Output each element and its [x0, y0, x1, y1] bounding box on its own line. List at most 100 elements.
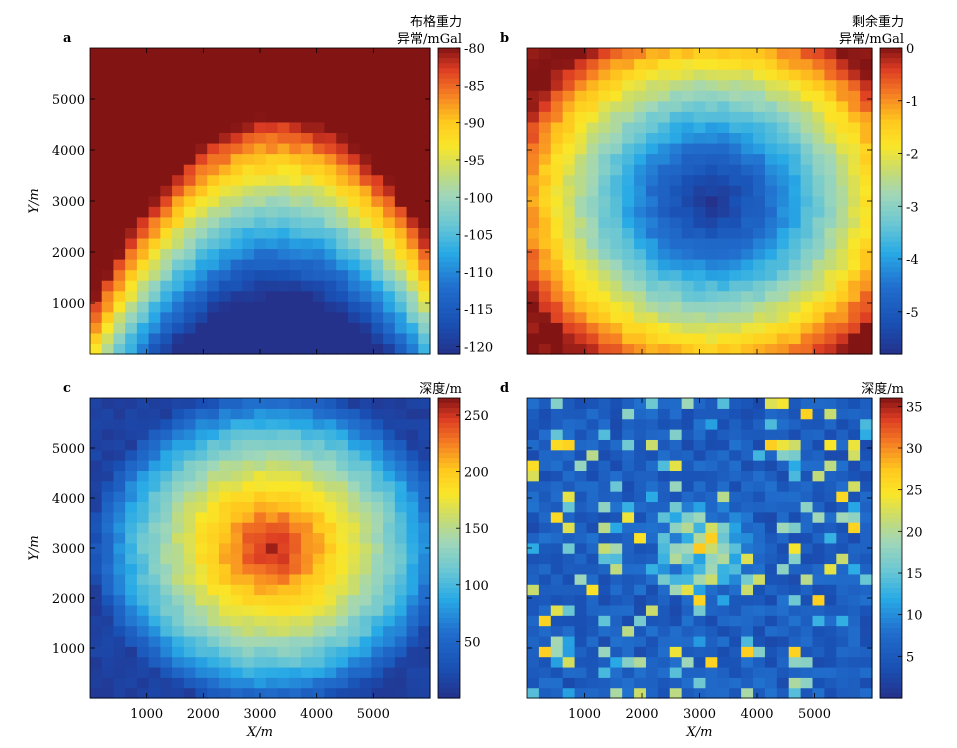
heatmap-cell [776, 142, 790, 155]
heatmap-cell [693, 573, 707, 585]
heatmap-cell [347, 449, 361, 461]
heatmap-cell [207, 615, 220, 627]
heatmap-cell [301, 604, 314, 616]
heatmap-cell [160, 635, 173, 647]
heatmap-cell [764, 532, 778, 544]
heatmap-cell [148, 100, 161, 112]
heatmap-cell [527, 301, 540, 313]
heatmap-cell [347, 111, 361, 123]
heatmap-cell [277, 290, 290, 302]
heatmap-cell [538, 280, 552, 292]
heatmap-cell [550, 259, 564, 271]
heatmap-cell [598, 439, 611, 451]
heatmap-cell [681, 100, 695, 112]
heatmap-cell [634, 532, 647, 544]
heatmap-cell [312, 594, 326, 606]
colorbar-segment [880, 533, 902, 539]
heatmap-cell [562, 48, 576, 60]
heatmap-cell [125, 259, 138, 271]
colorbar-segment [438, 109, 460, 115]
heatmap-cell [669, 269, 683, 281]
heatmap-cell [741, 635, 754, 647]
heatmap-cell [860, 111, 873, 123]
heatmap-cell [681, 195, 695, 207]
heatmap-cell [574, 280, 588, 292]
heatmap-cell [645, 216, 659, 228]
heatmap-cell [218, 343, 232, 355]
heatmap-cell [610, 227, 623, 239]
heatmap-cell [125, 677, 138, 689]
heatmap-cell [657, 677, 671, 689]
colorbar-segment [438, 688, 460, 694]
heatmap-cell [753, 280, 766, 292]
heatmap-cell [148, 311, 161, 323]
heatmap-cell [669, 332, 683, 345]
heatmap-cell [289, 132, 302, 144]
heatmap-cell [183, 90, 197, 102]
heatmap-cell [371, 604, 384, 616]
heatmap-cell [90, 408, 103, 420]
x-tick-label: 1000 [568, 707, 601, 722]
heatmap-cell [113, 195, 126, 207]
heatmap-cell [101, 687, 115, 699]
heatmap-cell [610, 470, 623, 482]
heatmap-cell [289, 174, 302, 186]
heatmap-cell [562, 301, 576, 313]
heatmap-cell [717, 687, 730, 699]
heatmap-cell [860, 470, 873, 482]
heatmap-cell [218, 666, 232, 678]
heatmap-cell [406, 301, 419, 313]
heatmap-cell [550, 301, 564, 313]
heatmap-cell [598, 164, 611, 176]
heatmap-cell [336, 542, 349, 554]
heatmap-cell [336, 195, 349, 207]
heatmap-cell [101, 195, 115, 207]
heatmap-cell [860, 332, 873, 345]
heatmap-cell [527, 666, 540, 678]
heatmap-cell [371, 206, 384, 218]
heatmap-cell [729, 343, 742, 355]
heatmap-cell [312, 132, 326, 144]
heatmap-cell [717, 604, 730, 616]
heatmap-cell [788, 594, 802, 606]
heatmap-cell [550, 185, 564, 197]
heatmap-cell [195, 142, 208, 155]
colorbar-tick-label: -5 [906, 306, 919, 321]
heatmap-cell [669, 460, 683, 472]
heatmap-cell [538, 460, 552, 472]
heatmap-cell [312, 563, 326, 575]
heatmap-cell [418, 635, 431, 647]
heatmap-cell [242, 480, 255, 492]
colorbar-segment [438, 78, 460, 85]
heatmap-cell [394, 185, 408, 197]
heatmap-cell [383, 522, 396, 534]
colorbar-segment [880, 282, 902, 289]
heatmap-cell [90, 248, 103, 260]
heatmap-cell [574, 269, 588, 281]
heatmap-cell [218, 132, 232, 144]
heatmap-cell [418, 470, 431, 482]
heatmap-cell [101, 532, 115, 544]
heatmap-cell [586, 332, 599, 345]
heatmap-cell [800, 58, 814, 70]
heatmap-cell [657, 195, 671, 207]
heatmap-cell [634, 511, 647, 523]
heatmap-cell [406, 604, 419, 616]
heatmap-cell [347, 259, 361, 271]
heatmap-cell [347, 542, 361, 554]
heatmap-cell [418, 532, 431, 544]
heatmap-cell [717, 449, 730, 461]
heatmap-cell [125, 142, 138, 155]
heatmap-cell [383, 687, 396, 699]
heatmap-cell [347, 470, 361, 482]
heatmap-cell [693, 615, 707, 627]
heatmap-cell [90, 237, 103, 250]
heatmap-cell [406, 90, 419, 102]
heatmap-cell [301, 594, 314, 606]
heatmap-cell [148, 79, 161, 91]
heatmap-cell [90, 687, 103, 699]
heatmap-cell [207, 58, 220, 70]
heatmap-cell [230, 553, 244, 565]
heatmap-cell [764, 604, 778, 616]
